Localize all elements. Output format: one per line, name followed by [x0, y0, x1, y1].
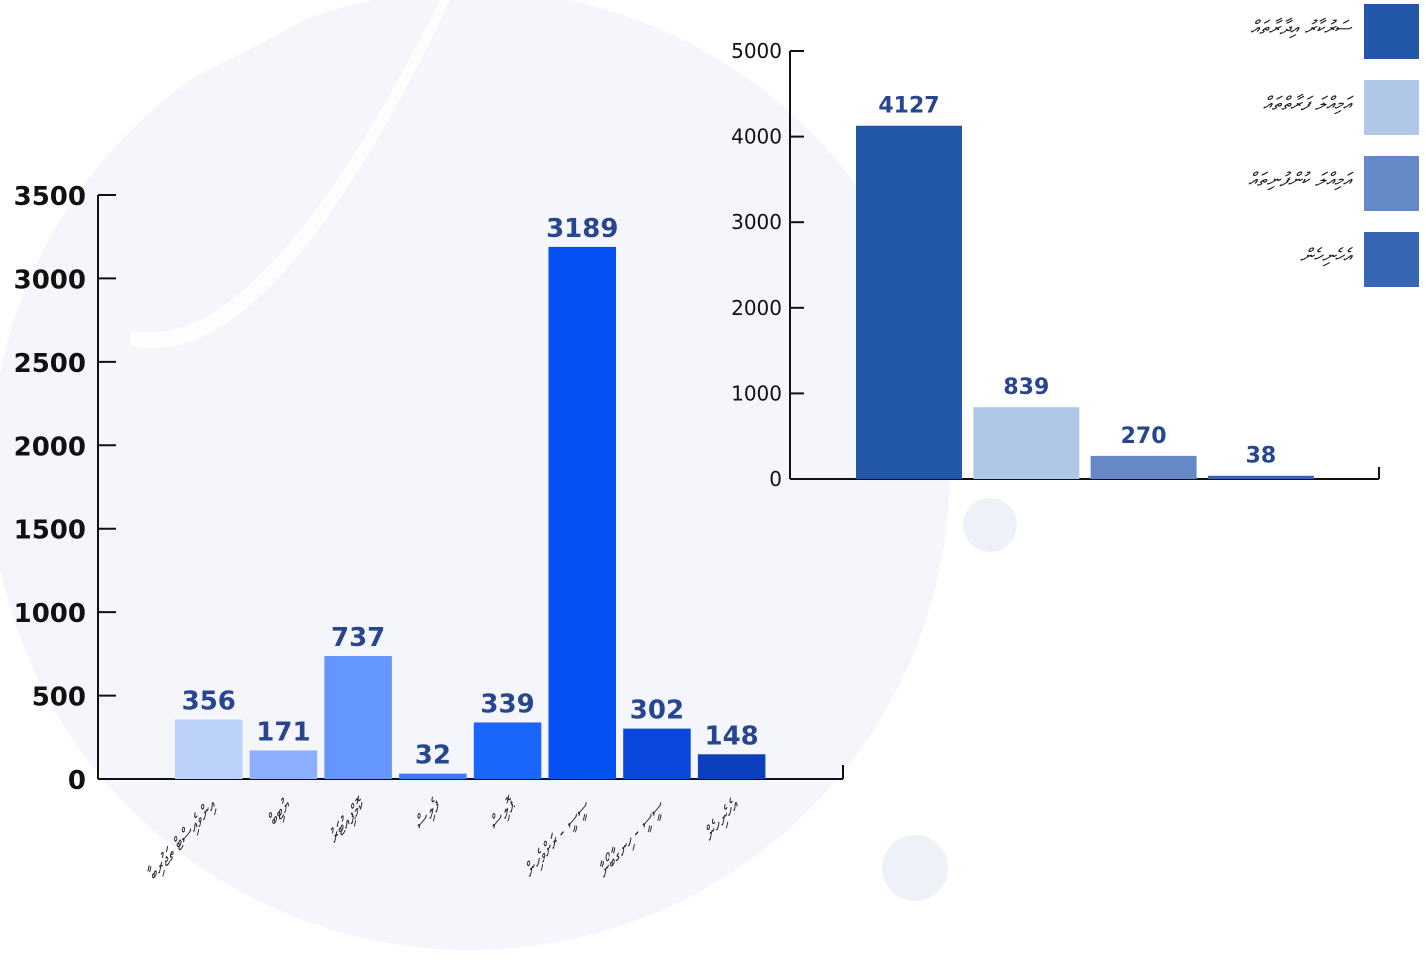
left-category-label-4: ޕޮލިސް [484, 793, 523, 834]
left-category-label-7: އެހެނިހެން [699, 796, 745, 846]
legend-label-2: އަމިއްލަ ކުންފުނިތައް [1248, 169, 1351, 191]
legend-label-3: އެހެނިހެން [1299, 245, 1351, 267]
legend-swatch-3 [1364, 232, 1419, 287]
left-category-label-2: ކޮމްޕިއުޓަރު [323, 794, 372, 847]
left-category-label-3: ފެލިސް [409, 795, 447, 834]
legend-item-3: އެހެނިހެން [1079, 232, 1419, 287]
left-bar-4 [473, 722, 542, 779]
right-y-tick-label-5: 5000 [731, 39, 782, 63]
left-bar-2 [324, 656, 392, 779]
legend-label-0: ސަރުކާރު އިދާރާތައް [1250, 17, 1351, 39]
left-value-label-0: 356 [182, 687, 236, 717]
right-bar-0 [856, 125, 962, 480]
right-value-label-3: 38 [1246, 444, 1277, 469]
left-y-tick-label-6: 3000 [14, 265, 86, 295]
right-value-label-1: 839 [1003, 375, 1049, 400]
right-y-tick-label-4: 4000 [731, 125, 782, 149]
legend: ސަރުކާރު އިދާރާތައް އަމިއްލަ ފަރާތްތައް … [1079, 4, 1419, 308]
left-value-label-6: 302 [630, 696, 684, 726]
left-bar-0 [175, 719, 243, 779]
left-y-tick-label-0: 0 [68, 766, 86, 796]
left-category-label-6: ސީސީ - ހިނގާބޯނާ [592, 795, 670, 883]
right-value-label-2: 270 [1121, 424, 1167, 449]
left-y-tick-label-3: 1500 [14, 516, 86, 546]
legend-item-0: ސަރުކާރު އިދާރާތައް [1079, 4, 1419, 59]
legend-swatch-2 [1364, 156, 1419, 211]
legend-swatch-0 [1364, 4, 1419, 59]
left-bar-chart: 0 500 1000 1500 2000 2500 3000 3500 356 އިންވެއިސ… [14, 182, 844, 884]
left-value-label-4: 339 [480, 689, 534, 719]
left-category-label-5: ސީސީ - ރަށްވެހިން [519, 796, 596, 882]
right-bar-3 [1207, 475, 1314, 479]
left-y-tick-label-2: 1000 [14, 599, 86, 629]
left-category-label-0: އިންވެއިސްޓް ތަޖުރިބާ [143, 796, 222, 884]
legend-item-2: އަމިއްލަ ކުންފުނިތައް [1079, 156, 1419, 211]
left-y-tick-label-4: 2000 [14, 432, 86, 462]
legend-swatch-1 [1364, 80, 1419, 135]
right-y-tick-label-1: 1000 [731, 381, 782, 405]
right-value-label-0: 4127 [878, 94, 939, 119]
legend-label-1: އަމިއްލަ ފަރާތްތައް [1262, 93, 1351, 115]
left-value-label-2: 737 [331, 623, 385, 653]
left-y-tick-label-1: 500 [32, 683, 86, 713]
left-y-tick-label-7: 3500 [14, 182, 86, 212]
left-category-label-1: ޔުޓިބް [263, 795, 297, 830]
left-value-label-5: 3189 [546, 214, 618, 244]
right-bar-1 [973, 407, 1080, 479]
right-y-tick-label-0: 0 [769, 467, 782, 491]
left-bar-5 [548, 246, 616, 779]
left-y-tick-label-5: 2500 [14, 349, 86, 379]
left-bar-7 [697, 754, 766, 779]
left-bar-6 [623, 728, 691, 779]
left-value-label-3: 32 [415, 741, 451, 771]
left-value-label-1: 171 [256, 717, 310, 747]
left-bar-3 [399, 773, 467, 779]
right-bar-2 [1090, 455, 1197, 479]
left-bar-1 [249, 750, 318, 779]
left-value-label-7: 148 [705, 721, 759, 751]
right-bar-chart: 0 1000 2000 3000 4000 5000 4127 839 270 38 [731, 39, 1380, 491]
right-y-tick-label-3: 3000 [731, 210, 782, 234]
right-y-tick-label-2: 2000 [731, 296, 782, 320]
legend-item-1: އަމިއްލަ ފަރާތްތައް [1079, 80, 1419, 135]
